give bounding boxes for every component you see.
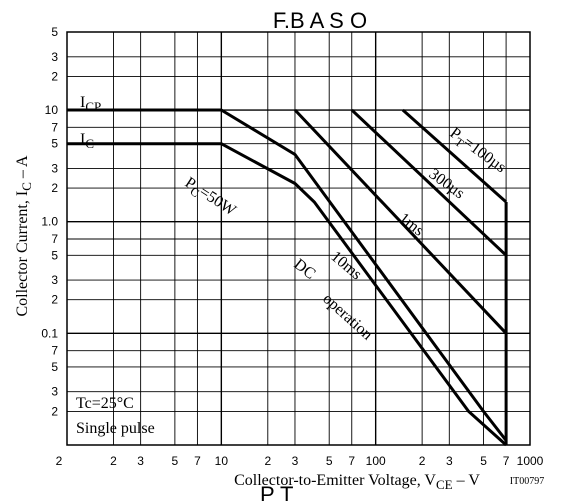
y-tick-label: 7 [51,232,58,246]
x-tick-label: 1000 [517,454,544,468]
y-tick-label: 3 [51,161,58,175]
pc-label-tail: =50W [196,183,240,220]
footer-label: P T [260,482,293,501]
x-tick-label: 2 [110,454,117,468]
y-tick-label: 3 [51,385,58,399]
pc-label: PC=50W [180,174,239,222]
x-axis-label: Collector-to-Emitter Voltage, VCE – V [234,472,480,492]
x-tick-label: 2 [264,454,271,468]
figure-code: IT00797 [510,476,544,487]
icp-label-sub: CP [85,99,101,114]
series-line-2 [220,142,508,447]
y-tick-label: 2 [51,404,58,418]
y-tick-label: 7 [51,120,58,134]
y-tick-label: 5 [51,137,58,151]
pt-label: PT=100µs [445,124,509,178]
series-line-4 [293,108,508,335]
y-tick-label: 5 [51,25,58,39]
x-tick-label: 2 [419,454,426,468]
x-tick-label: 100 [366,454,386,468]
y-tick-label: 3 [51,50,58,64]
x-tick-label: 5 [172,454,179,468]
series-lines [67,108,508,447]
series-line-5 [350,108,508,257]
ic-label-sub: C [85,136,94,151]
x-tick-label: 2 [56,454,63,468]
pt-label-tail: =100µs [460,134,509,176]
y-axis-label-sub: C [19,182,34,191]
y-tick-label: 7 [51,344,58,358]
x-tick-label: 3 [292,454,299,468]
tc-note: Tc=25°C [76,395,134,412]
ic-label-main: I [80,131,85,148]
10ms-label: 10ms [327,248,364,283]
x-tick-label: 7 [194,454,201,468]
y-tick-label: 10 [45,103,59,117]
y-tick-label: 0.1 [41,326,58,340]
x-tick-label: 10 [215,454,229,468]
x-tick-label: 7 [348,454,355,468]
x-axis-label-sub: CE [436,477,453,492]
series-line-6 [401,108,508,204]
x-tick-label: 3 [137,454,144,468]
plot-frame [66,31,531,446]
x-tick-label: 3 [446,454,453,468]
series-line-3 [220,108,508,442]
grid [67,32,530,445]
x-tick-label: 5 [480,454,487,468]
x-axis-label-tail: – V [453,472,481,489]
x-axis-label-main: Collector-to-Emitter Voltage, V [234,472,436,489]
y-axis-label-main: Collector Current, I [14,191,31,317]
icp-label-main: I [80,94,85,111]
operation-label: operation [319,290,375,343]
y-axis-label-tail: – A [14,155,31,182]
chart-title: F.B A S O [273,8,367,33]
y-tick-label: 2 [51,181,58,195]
y-tick-label: 2 [51,69,58,83]
icp-label: ICP [80,94,101,114]
pulse-note: Single pulse [76,420,155,437]
y-tick-label: 3 [51,273,58,287]
y-tick-label: 2 [51,293,58,307]
y-axis-label: Collector Current, IC – A [14,155,34,317]
y-tick-label: 5 [51,360,58,374]
tick-labels: 2 3 5 7 10 2 3 5 7 100 2 3 5 7 1000 2 2 3 5 7 0.1 2 3 5 7 1.0 2 3 5 7… [41,25,543,468]
y-tick-label: 5 [51,248,58,262]
ic-label: IC [80,131,94,151]
x-tick-label: 7 [503,454,510,468]
y-tick-label: 1.0 [41,215,58,229]
x-tick-label: 5 [326,454,333,468]
